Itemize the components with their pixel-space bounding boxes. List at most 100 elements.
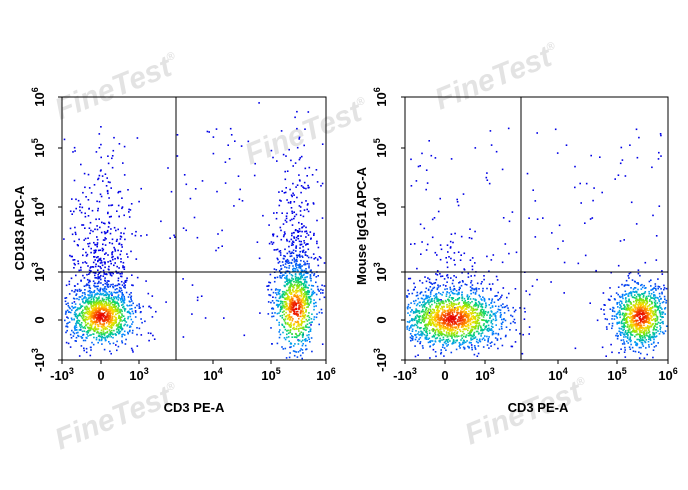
event-dot — [620, 334, 622, 336]
event-dot — [94, 274, 96, 277]
event-dot — [289, 329, 292, 331]
event-dot — [305, 324, 307, 327]
event-dot — [278, 312, 280, 314]
event-dot — [83, 172, 86, 175]
event-dot — [448, 302, 451, 305]
event-dot — [455, 303, 457, 306]
event-dot — [301, 301, 304, 304]
event-dot — [502, 287, 505, 289]
event-dot — [304, 262, 306, 264]
event-dot — [634, 291, 636, 293]
event-dot — [301, 275, 303, 277]
event-dot — [96, 302, 99, 305]
event-dot — [421, 334, 423, 337]
event-dot — [434, 320, 437, 323]
event-dot — [433, 309, 435, 311]
event-dot — [81, 336, 84, 339]
event-dot — [427, 312, 429, 314]
event-dot — [470, 318, 472, 320]
event-dot — [101, 317, 103, 319]
event-dot — [305, 348, 307, 351]
event-dot — [321, 182, 324, 185]
event-dot — [424, 276, 426, 278]
event-dot — [284, 321, 287, 324]
event-dot — [108, 329, 111, 331]
event-dot — [283, 305, 285, 308]
event-dot — [635, 329, 638, 332]
event-dot — [636, 303, 638, 306]
event-dot — [619, 304, 622, 307]
event-dot — [437, 299, 439, 301]
event-dot — [442, 336, 445, 339]
event-dot — [102, 333, 104, 335]
event-dot — [421, 331, 424, 334]
event-dot — [303, 225, 305, 227]
event-dot — [579, 182, 581, 185]
event-dot — [486, 321, 489, 324]
event-dot — [630, 303, 632, 305]
event-dot — [111, 318, 113, 321]
event-dot — [640, 331, 643, 334]
event-dot — [627, 275, 630, 277]
event-dot — [111, 157, 113, 160]
event-dot — [90, 298, 93, 300]
event-dot — [138, 327, 141, 330]
event-dot — [503, 306, 506, 309]
event-dot — [602, 292, 605, 294]
event-dot — [295, 250, 297, 252]
event-dot — [114, 322, 117, 324]
event-dot — [95, 300, 98, 303]
event-dot — [114, 248, 116, 251]
event-dot — [407, 303, 410, 306]
event-dot — [660, 134, 662, 137]
event-dot — [438, 334, 441, 337]
event-dot — [473, 353, 476, 356]
event-dot — [510, 345, 513, 348]
event-dot — [106, 320, 109, 322]
event-dot — [101, 338, 103, 341]
event-dot — [80, 315, 83, 318]
event-dot — [462, 325, 464, 328]
event-dot — [410, 185, 413, 187]
event-dot — [88, 227, 91, 229]
event-dot — [558, 224, 561, 227]
event-dot — [103, 239, 106, 241]
event-dot — [308, 284, 310, 287]
event-dot — [470, 309, 472, 311]
event-dot — [134, 310, 137, 312]
event-dot — [463, 324, 466, 327]
event-dot — [468, 341, 471, 344]
event-dot — [473, 331, 476, 334]
event-dot — [284, 219, 287, 222]
event-dot — [479, 295, 481, 298]
event-dot — [480, 304, 483, 306]
event-dot — [465, 312, 468, 315]
event-dot — [643, 300, 645, 302]
event-dot — [655, 259, 658, 261]
event-dot — [423, 317, 426, 319]
event-dot — [83, 349, 85, 352]
event-dot — [74, 263, 76, 266]
event-dot — [440, 248, 443, 251]
event-dot — [290, 293, 293, 295]
event-dot — [499, 315, 502, 317]
event-dot — [167, 167, 169, 169]
event-dot — [491, 300, 493, 302]
event-dot — [291, 212, 294, 214]
event-dot — [104, 277, 106, 279]
event-dot — [461, 294, 463, 296]
event-dot — [630, 324, 632, 326]
event-dot — [630, 322, 633, 324]
event-dot — [631, 279, 634, 281]
event-dot — [117, 279, 120, 282]
event-dot — [130, 347, 133, 350]
event-dot — [280, 271, 283, 274]
event-dot — [448, 328, 451, 330]
event-dot — [206, 130, 209, 133]
event-dot — [302, 293, 305, 295]
event-dot — [109, 273, 112, 275]
event-dot — [304, 344, 307, 347]
event-dot — [286, 330, 288, 332]
event-dot — [285, 276, 288, 279]
event-dot — [416, 309, 418, 312]
